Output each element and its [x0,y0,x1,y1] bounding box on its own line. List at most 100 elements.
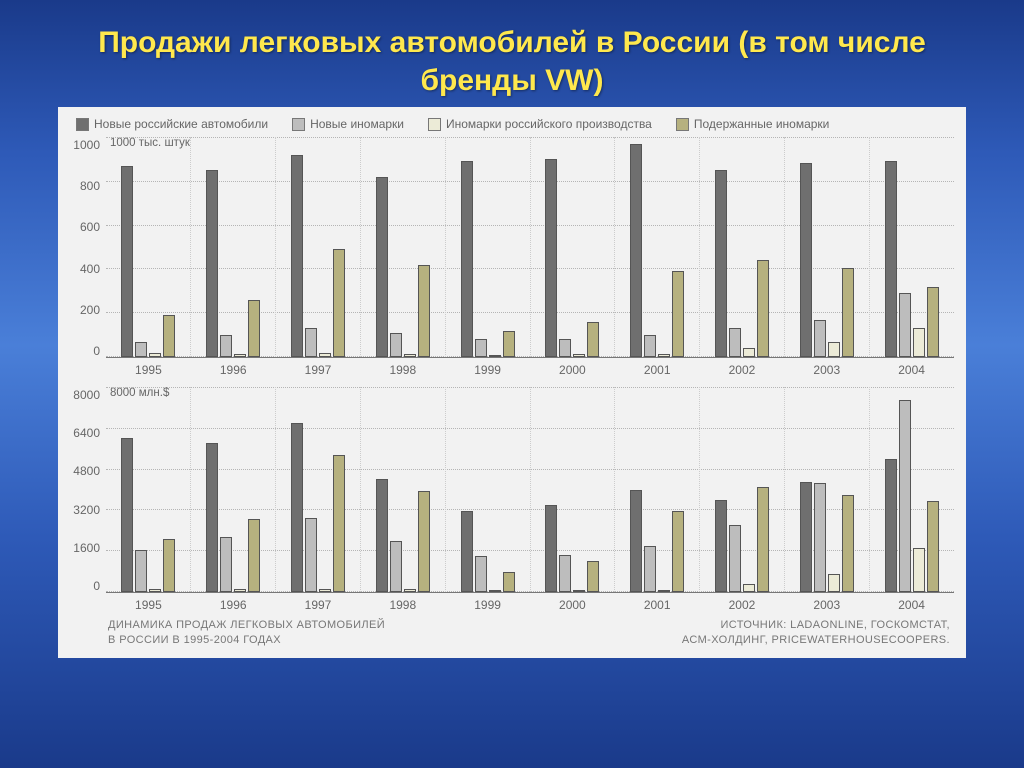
bar-group [106,387,191,592]
bar [333,455,345,592]
bar [149,589,161,592]
x-tick: 2001 [615,593,700,612]
bar [800,482,812,592]
legend-item: Новые российские автомобили [76,117,268,131]
legend-swatch [76,118,89,131]
bar [376,479,388,592]
bar [135,550,147,592]
bar [715,500,727,592]
x-tick: 2003 [784,358,869,377]
y-tick: 600 [80,220,100,234]
bar [927,501,939,592]
x-tick: 2004 [869,593,954,612]
bar-group [531,387,616,592]
bar [319,353,331,357]
bar [672,271,684,357]
bar [404,589,416,592]
bar [729,328,741,357]
x-tick: 1995 [106,593,191,612]
bar-group [870,137,954,357]
legend-label: Подержанные иномарки [694,117,830,131]
bar-group [276,387,361,592]
bar [800,163,812,357]
x-tick: 1998 [360,358,445,377]
x-tick: 2000 [530,593,615,612]
bar [715,170,727,357]
x-tick: 2002 [700,593,785,612]
bar [729,525,741,592]
bar [248,300,260,357]
x-tick: 1996 [191,358,276,377]
legend-swatch [292,118,305,131]
footer-right: ИСТОЧНИК: LADAONLINE, ГОСКОМСТАТ, АСМ-ХО… [682,618,950,648]
x-tick: 2001 [615,358,700,377]
bar [927,287,939,357]
bar [319,589,331,592]
bar [163,539,175,592]
bar [644,546,656,592]
bar-group [615,387,700,592]
x-tick: 1997 [276,593,361,612]
chart-legend: Новые российские автомобили Новые иномарк… [70,115,954,137]
legend-label: Новые российские автомобили [94,117,268,131]
bar [899,293,911,357]
legend-label: Иномарки российского производства [446,117,652,131]
bar [418,265,430,357]
bar-group [106,137,191,357]
chart-footer: ДИНАМИКА ПРОДАЖ ЛЕГКОВЫХ АВТОМОБИЛЕЙ В Р… [70,612,954,648]
bar [885,459,897,592]
bar [545,505,557,592]
bar [234,354,246,357]
bar [559,339,571,357]
bar [757,260,769,357]
bar [545,159,557,357]
legend-swatch [428,118,441,131]
bar [163,315,175,357]
legend-label: Новые иномарки [310,117,404,131]
x-tick: 2002 [700,358,785,377]
slide: Продажи легковых автомобилей в России (в… [0,0,1024,768]
plot-area-bottom [106,387,954,593]
legend-item: Подержанные иномарки [676,117,830,131]
bar-group [191,387,276,592]
x-axis-bottom: 1995199619971998199920002001200220032004 [106,593,954,612]
x-tick: 1999 [445,358,530,377]
y-tick: 0 [93,579,100,593]
bar [149,353,161,357]
x-tick: 2004 [869,358,954,377]
legend-swatch [676,118,689,131]
bar [461,511,473,592]
bar [828,574,840,592]
bar [658,354,670,357]
bar-group [870,387,954,592]
chart-dollars: 8000 млн.$ 800064004800320016000 1995199… [70,387,954,612]
bar-group [615,137,700,357]
bar [672,511,684,592]
bar-group [276,137,361,357]
plot-area-top [106,137,954,358]
bar [743,348,755,357]
bar [291,155,303,357]
y-axis-top: 10008006004002000 [70,138,106,358]
bar [573,590,585,592]
bar-group [191,137,276,357]
bar [404,354,416,357]
x-tick: 1996 [191,593,276,612]
bar [121,438,133,592]
bar [220,335,232,357]
x-tick: 2003 [784,593,869,612]
bar [503,572,515,593]
bar [475,339,487,357]
bar [842,268,854,357]
bar [644,335,656,357]
bar [814,320,826,357]
bar [630,144,642,357]
footer-right-line2: АСМ-ХОЛДИНГ, PRICEWATERHOUSECOOPERS. [682,634,950,646]
bar [573,354,585,357]
x-tick: 1998 [360,593,445,612]
bar-group [785,137,870,357]
x-axis-top: 1995199619971998199920002001200220032004 [106,358,954,377]
footer-left-line2: В РОССИИ В 1995-2004 ГОДАХ [108,634,281,646]
bar [390,541,402,592]
bar [305,518,317,592]
